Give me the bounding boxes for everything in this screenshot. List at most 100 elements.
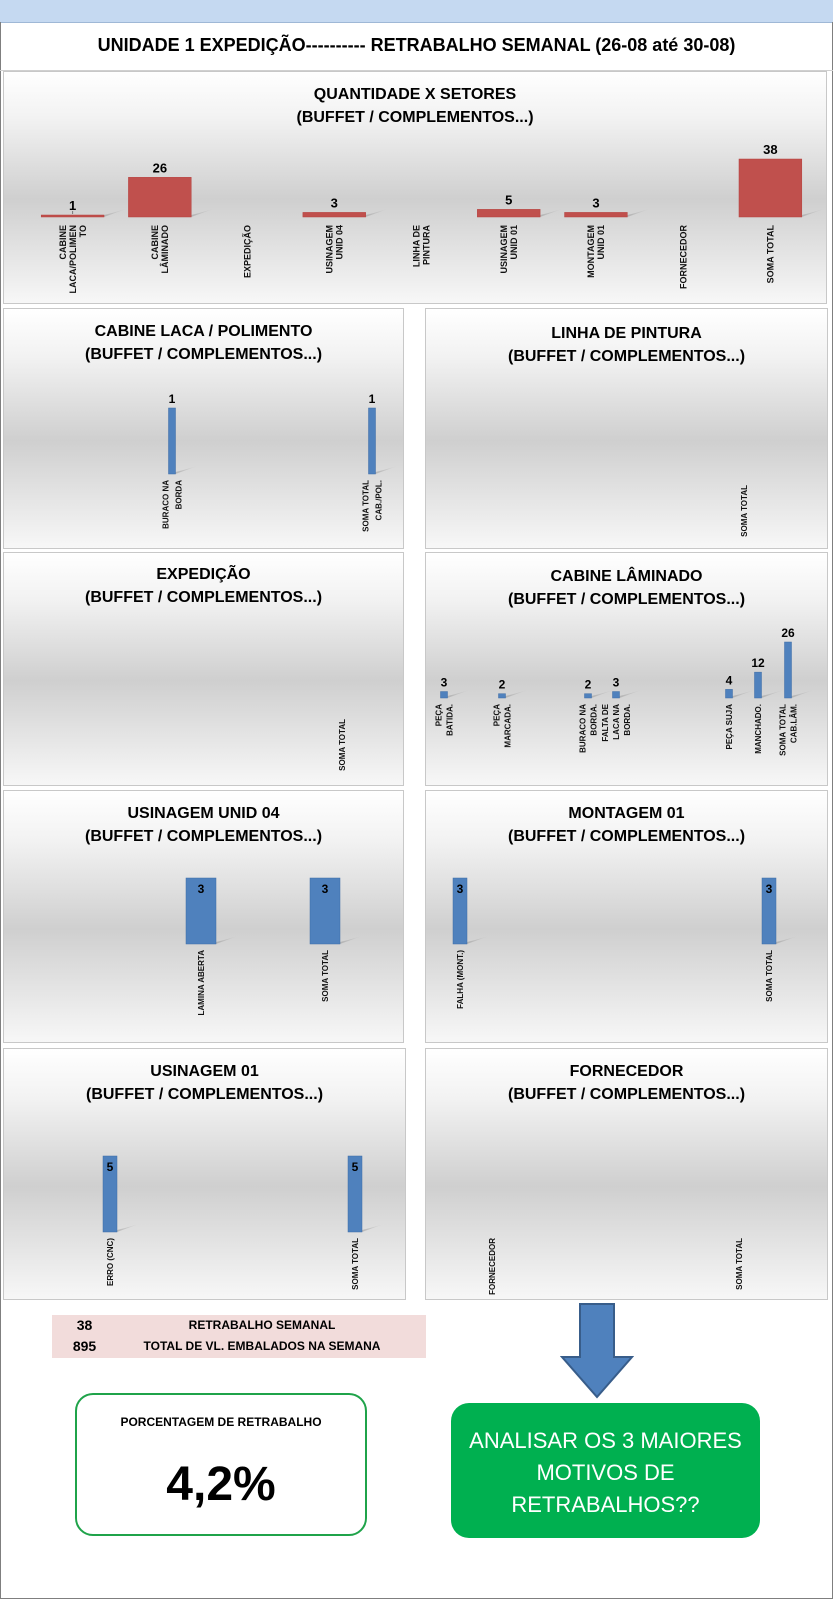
chart-title: FORNECEDOR (BUFFET / COMPLEMENTOS...) [426, 1060, 827, 1106]
bar [725, 689, 733, 699]
bar [761, 877, 777, 945]
tick-label-line: PINTURA [422, 225, 432, 265]
bar-shadow [375, 466, 398, 474]
percentage-label: PORCENTAGEM DE RETRABALHO [120, 1415, 322, 1429]
chart-svg: 1 BURACO NA BORDA 1 SOMA TOTAL CAB./POL. [161, 392, 398, 532]
data-label: 5 [352, 1160, 359, 1174]
data-label: 3 [457, 882, 464, 896]
tick-label-line: CABINE [150, 225, 160, 260]
data-label: 26 [781, 626, 795, 640]
bar-shadow [447, 690, 470, 698]
data-label: 12 [751, 656, 765, 670]
tick-label-line: MANCHADO. [754, 704, 763, 754]
data-label: 3 [766, 882, 773, 896]
tick-label-line: CAB./POL. [374, 480, 383, 520]
data-label: 4 [726, 673, 733, 687]
tick-label-line: UNID 04 [334, 225, 344, 260]
summary-label: RETRABALHO SEMANAL [188, 1318, 336, 1332]
bar [440, 691, 448, 699]
chart-subtitle: (BUFFET / COMPLEMENTOS...) [507, 828, 746, 845]
tick-label-line: SOMA TOTAL [740, 485, 749, 537]
tick-label-line: BORDA. [623, 704, 632, 736]
tick-label: SOMA TOTAL [766, 225, 776, 284]
tick-label: LINHA DEPINTURA [412, 225, 432, 268]
bar-shadow [104, 209, 127, 217]
tick-label-line: UNID 01 [509, 225, 519, 260]
bar [452, 877, 468, 945]
chart-title: QUANTIDADE X SETORES (BUFFET / COMPLEMEN… [4, 83, 826, 129]
tick-label-line: FALTA DE [601, 703, 610, 741]
data-label: 5 [505, 192, 512, 207]
bar [347, 1155, 363, 1233]
tick-label-line: FALHA (MONT.) [456, 950, 465, 1009]
chart-title-main: LINHA DE PINTURA [551, 325, 702, 342]
bar-shadow [216, 936, 238, 944]
tick-label: USINAGEMUNID 01 [499, 225, 519, 274]
bar-shadow [340, 936, 362, 944]
tick-label: PEÇA MARCADA. [492, 704, 512, 748]
tick-label-line: PEÇA [434, 704, 443, 726]
chart-svg: FORNECEDOR SOMA TOTAL [488, 1238, 744, 1295]
tick-label-line: UNID 01 [596, 225, 606, 260]
weekly-summary-table: 38 RETRABALHO SEMANAL 895 TOTAL DE VL. E… [52, 1315, 426, 1358]
chart-panel-cabine-laminado: CABINE LÂMINADO (BUFFET / COMPLEMENTOS..… [425, 552, 828, 786]
bar [477, 209, 541, 218]
tick-label-line: CAB.LÂM. [789, 704, 798, 743]
tick-label-line: ERRO (CNC) [106, 1238, 115, 1286]
bar-shadow [761, 690, 784, 698]
bar-shadow [175, 466, 198, 474]
bar [738, 158, 803, 218]
chart-subtitle: (BUFFET / COMPLEMENTOS...) [84, 828, 323, 845]
chart-title: MONTAGEM 01 (BUFFET / COMPLEMENTOS...) [426, 802, 827, 848]
tick-label: SOMA TOTAL [740, 485, 749, 537]
tick-label: SOMA TOTAL [351, 1238, 360, 1290]
chart-panel-montagem-01: MONTAGEM 01 (BUFFET / COMPLEMENTOS...) 3… [425, 790, 828, 1043]
bar [102, 1155, 118, 1233]
summary-row: 895 TOTAL DE VL. EMBALADOS NA SEMANA [52, 1336, 426, 1357]
bar [784, 641, 792, 699]
chart-title-main: EXPEDIÇÃO [156, 566, 251, 583]
chart-panel-usinagem-unid-04: USINAGEM UNID 04 (BUFFET / COMPLEMENTOS.… [3, 790, 404, 1043]
tick-label: LAMINA ABERTA [197, 950, 206, 1016]
bar-shadow [627, 209, 650, 217]
tick-label-line: TO [78, 225, 88, 237]
chart-title-main: CABINE LÂMINADO [550, 568, 703, 585]
tick-label-line: LACA/POLIMEN [68, 225, 78, 294]
bar-shadow [732, 690, 755, 698]
tick-label-line: USINAGEM [324, 225, 334, 274]
chart-subtitle: (BUFFET / COMPLEMENTOS...) [84, 589, 323, 606]
tick-label: USINAGEMUNID 04 [324, 225, 344, 274]
summary-value: 895 [72, 1338, 97, 1354]
chart-title-main: CABINE LACA / POLIMENTO [94, 323, 313, 340]
tick-label: SOMA TOTAL [338, 719, 347, 771]
bar-shadow [540, 209, 563, 217]
bar [564, 212, 628, 218]
tick-label: FORNECEDOR [488, 1238, 497, 1295]
chart-title: EXPEDIÇÃO (BUFFET / COMPLEMENTOS...) [4, 563, 403, 609]
tick-label: EXPEDIÇÃO [242, 225, 252, 278]
data-label: 3 [613, 676, 620, 690]
data-label: 3 [441, 676, 448, 690]
tick-label: FALHA (MONT.) [456, 950, 465, 1009]
tick-label: BURACO NA BORDA [161, 480, 183, 529]
bar-shadow [362, 1224, 384, 1232]
bar-shadow [591, 690, 614, 698]
chart-title-main: USINAGEM UNID 04 [127, 805, 280, 822]
bar-shadow [776, 936, 798, 944]
tick-label-line: PEÇA [492, 704, 501, 726]
bar [185, 877, 217, 945]
tick-label-line: FORNECEDOR [488, 1238, 497, 1295]
tick-label-line: LINHA DE [412, 225, 422, 267]
chart-svg: 3 LAMINA ABERTA 3 SOMA TOTAL [185, 877, 362, 1016]
tick-label-line: SOMA TOTAL [361, 480, 370, 532]
chart-svg: SOMA TOTAL [740, 485, 749, 537]
chart-panel-quantidade-setores: QUANTIDADE X SETORES (BUFFET / COMPLEMEN… [3, 71, 827, 304]
bar [128, 177, 192, 218]
tick-label-line: SOMA TOTAL [351, 1238, 360, 1290]
tick-label-line: SOMA TOTAL [766, 225, 776, 284]
bar [498, 693, 506, 699]
percentage-value: 4,2% [166, 1458, 276, 1511]
bar-shadow [791, 690, 814, 698]
bar-shadow [801, 209, 824, 217]
